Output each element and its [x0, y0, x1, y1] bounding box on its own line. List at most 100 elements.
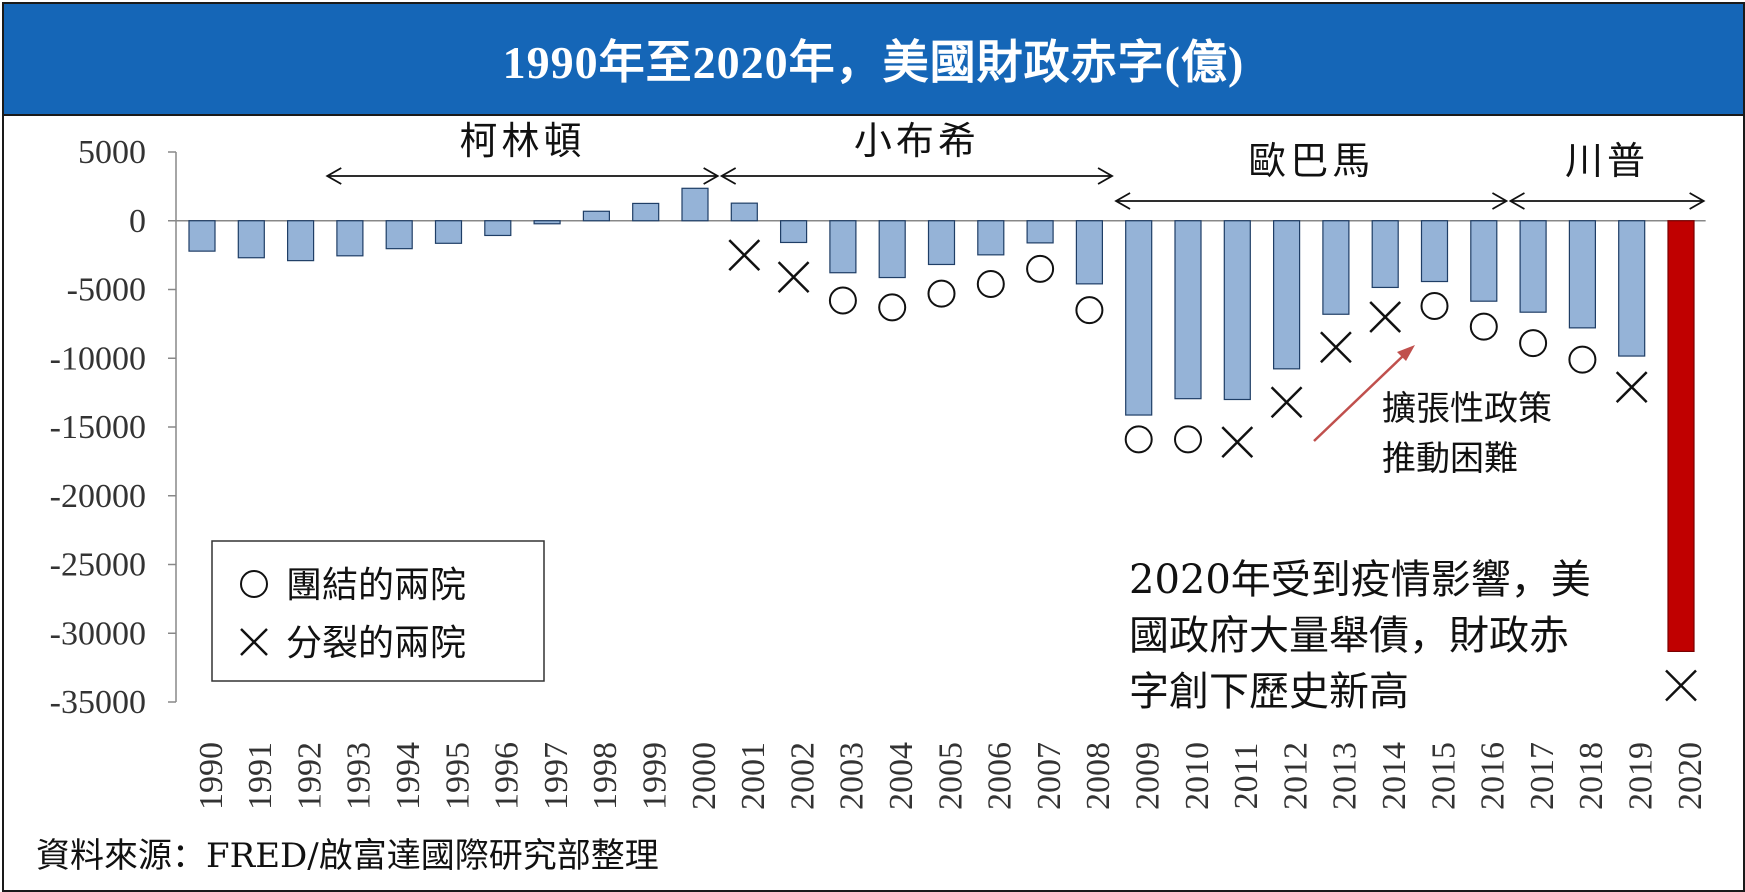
- bar: [533, 220, 561, 225]
- x-tick-label: 2013: [1327, 742, 1364, 810]
- x-tick-label: 2011: [1228, 743, 1265, 810]
- cross-marker: [777, 261, 810, 294]
- x-tick-label: 1995: [439, 742, 476, 810]
- y-tick-label: -30000: [50, 615, 146, 652]
- bar: [237, 220, 265, 259]
- x-tick-label: 1994: [390, 742, 427, 810]
- x-tick-label: 2018: [1573, 742, 1610, 810]
- x-tick-label: 2000: [686, 742, 723, 810]
- covid-text-line3: 字創下歷史新高: [1129, 669, 1409, 715]
- y-tick-label: -15000: [50, 409, 146, 446]
- expansion-text-line2: 推動困難: [1382, 439, 1518, 479]
- span-arrowhead: [703, 167, 720, 185]
- covid-text-line2: 國政府大量舉債，財政赤: [1129, 613, 1569, 659]
- president-span: 小布希: [719, 119, 1114, 185]
- cross-marker: [1665, 669, 1697, 702]
- bar-2020-highlight: [1667, 220, 1695, 652]
- annotation-arrow-head: [1397, 345, 1415, 361]
- bar: [1272, 220, 1301, 370]
- deficit-chart: 5000 0 -5000 -10000 -15000 -20000 -25000 -30000…: [50, 119, 1709, 810]
- span-arrowhead: [719, 167, 737, 185]
- circle-marker: [878, 293, 907, 322]
- bar: [1618, 220, 1646, 357]
- bar: [287, 220, 315, 262]
- circle-marker: [1174, 425, 1202, 454]
- x-tick-label: 1991: [242, 742, 279, 810]
- x-tick-label: 1998: [587, 742, 624, 810]
- y-tick-label: -5000: [67, 272, 146, 309]
- bar: [188, 220, 216, 252]
- president-span: 柯林頓: [325, 119, 720, 185]
- president-label: 柯林頓: [459, 119, 585, 163]
- x-tick-label: 2007: [1031, 742, 1068, 810]
- circle-marker: [1519, 329, 1548, 358]
- covid-annotation: 2020年受到疫情影響，美 國政府大量舉債，財政赤 字創下歷史新高: [1129, 557, 1591, 715]
- y-tick-label: 5000: [78, 134, 146, 171]
- bar: [434, 220, 463, 244]
- legend-circle-label: 團結的兩院: [286, 565, 466, 606]
- bar: [779, 220, 808, 244]
- bar: [1519, 220, 1547, 313]
- bar: [1026, 220, 1054, 244]
- circle-marker: [1469, 312, 1498, 341]
- bar: [1568, 220, 1597, 329]
- x-tick-label: 2017: [1524, 742, 1561, 810]
- span-arrowhead: [1097, 167, 1114, 185]
- bar: [681, 187, 709, 222]
- legend: 團結的兩院 分裂的兩院: [211, 540, 545, 682]
- bar: [336, 220, 364, 257]
- annotation-arrow-line: [1313, 354, 1405, 442]
- president-span: 歐巴馬: [1114, 139, 1509, 210]
- president-spans: 柯林頓 小布希 歐巴馬 川普: [325, 119, 1706, 210]
- congress-markers: [728, 239, 1697, 702]
- x-tick-label: 1990: [193, 742, 230, 810]
- bar: [1420, 220, 1449, 283]
- span-arrowhead: [1492, 192, 1509, 210]
- circle-marker: [1420, 292, 1449, 320]
- bar: [1470, 220, 1498, 302]
- bar: [1174, 220, 1202, 400]
- circle-marker: [927, 279, 956, 308]
- circle-marker: [1568, 345, 1597, 374]
- bar: [829, 220, 857, 274]
- y-tick-label: -10000: [50, 340, 146, 377]
- circle-marker: [1075, 296, 1104, 325]
- source-note: 資料來源：FRED/啟富達國際研究部整理: [36, 836, 659, 876]
- bar: [1075, 220, 1104, 285]
- bar: [582, 210, 611, 222]
- legend-box: [211, 540, 545, 682]
- x-tick-label: 2006: [982, 742, 1019, 810]
- y-tick-label: -20000: [50, 478, 146, 515]
- x-tick-label: 2019: [1622, 742, 1659, 810]
- span-arrowhead: [325, 167, 342, 185]
- bar: [385, 220, 413, 250]
- x-tick-label: 2005: [932, 742, 969, 810]
- x-tick-label: 2004: [883, 742, 920, 810]
- cross-marker: [728, 239, 761, 272]
- x-tick-label: 1996: [489, 742, 526, 810]
- president-label: 川普: [1565, 139, 1649, 183]
- cross-marker: [1221, 426, 1254, 459]
- x-tick-label: 1992: [291, 742, 328, 810]
- bar: [1322, 220, 1350, 315]
- y-tick-label: -35000: [50, 684, 146, 721]
- circle-marker: [828, 286, 857, 315]
- bar: [730, 202, 758, 222]
- span-arrowhead: [1689, 192, 1706, 210]
- x-tick-label: 2020: [1672, 742, 1709, 810]
- span-arrowhead: [1114, 192, 1131, 210]
- x-tick-label: 2015: [1425, 742, 1462, 810]
- x-tick-label: 2014: [1376, 742, 1413, 810]
- bar: [927, 220, 956, 266]
- y-axis: 5000 0 -5000 -10000 -15000 -20000 -25000 -30000…: [50, 134, 177, 721]
- bars: [188, 187, 1695, 652]
- span-arrowhead: [1508, 192, 1525, 210]
- x-tick-label: 2012: [1277, 742, 1314, 810]
- y-tick-label: -25000: [50, 547, 146, 584]
- bar: [1125, 220, 1153, 416]
- cross-marker: [1369, 301, 1402, 333]
- x-tick-label: 1997: [538, 742, 575, 810]
- bar: [484, 220, 512, 237]
- legend-cross-icon: [240, 628, 268, 656]
- bar: [632, 202, 660, 222]
